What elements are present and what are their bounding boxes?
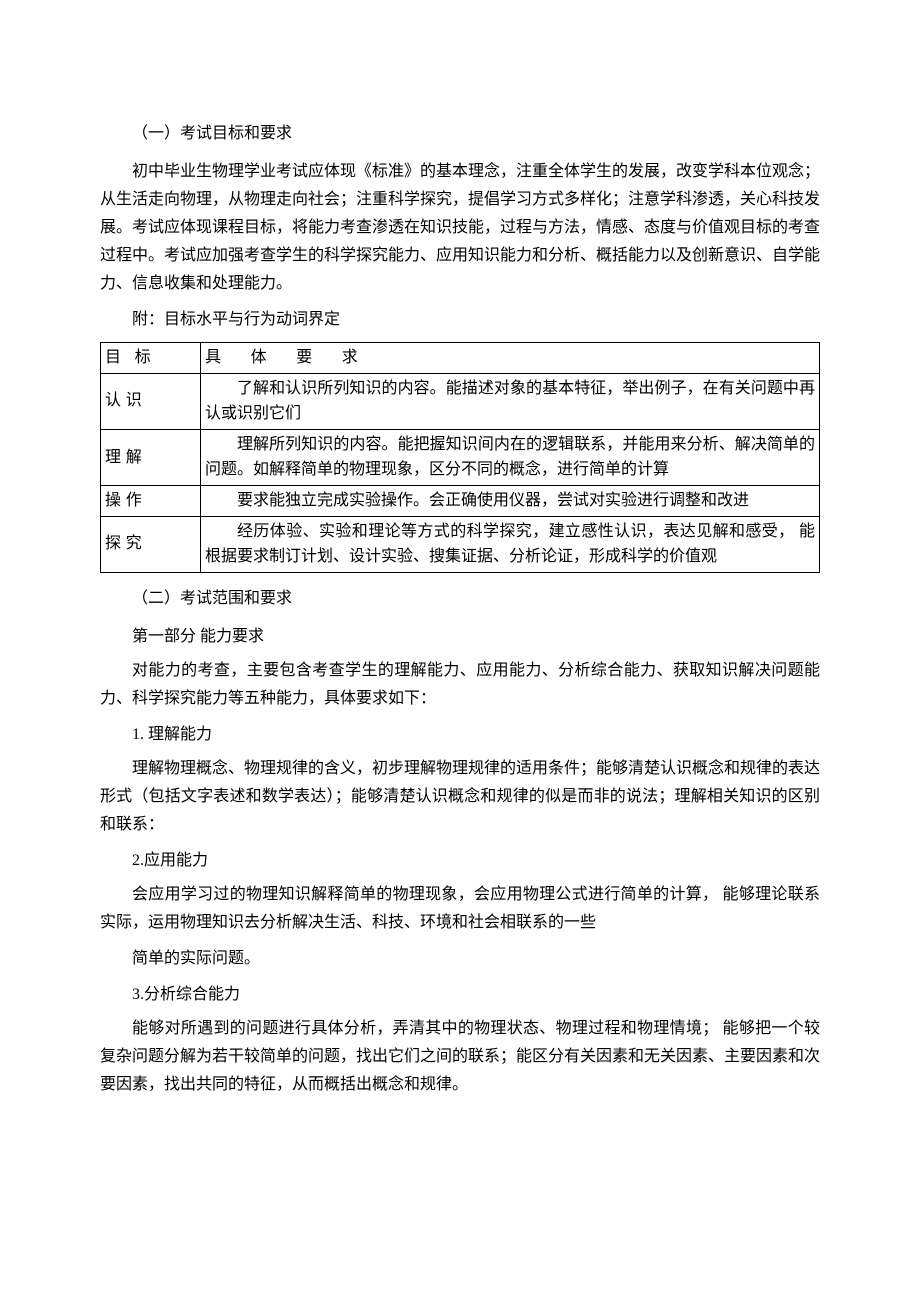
table-header-row: 目 标 具 体 要 求 (101, 343, 820, 374)
goal-cell: 理解 (101, 429, 201, 485)
ability-two-title: 2.应用能力 (100, 847, 820, 875)
ability-three-title: 3.分析综合能力 (100, 981, 820, 1009)
ability-two-body-one: 会应用学习过的物理知识解释简单的物理现象，会应用物理公式进行简单的计算， 能够理… (100, 881, 820, 937)
section-one-title: （一）考试目标和要求 (100, 120, 820, 148)
requirement-cell: 要求能独立完成实验操作。会正确使用仪器，尝试对实验进行调整和改进 (201, 485, 820, 516)
goal-requirement-table: 目 标 具 体 要 求 认识 了解和认识所列知识的内容。能描述对象的基本特征，举… (100, 342, 820, 573)
goal-cell: 探究 (101, 516, 201, 572)
header-goal: 目 标 (101, 343, 201, 374)
ability-one-body: 理解物理概念、物理规律的含义，初步理解物理规律的适用条件；能够清楚认识概念和规律… (100, 755, 820, 839)
table-row: 探究 经历体验、实验和理论等方式的科学探究，建立感性认识，表达见解和感受， 能根… (101, 516, 820, 572)
part-one-label: 第一部分 能力要求 (100, 623, 820, 651)
section-one-intro: 初中毕业生物理学业考试应体现《标准》的基本理念，注重全体学生的发展，改变学科本位… (100, 158, 820, 298)
requirement-cell: 了解和认识所列知识的内容。能描述对象的基本特征，举出例子，在有关问题中再认或识别… (201, 373, 820, 429)
requirement-cell: 理解所列知识的内容。能把握知识间内在的逻辑联系，并能用来分析、解决简单的问题。如… (201, 429, 820, 485)
goal-cell: 认识 (101, 373, 201, 429)
ability-three-body: 能够对所遇到的问题进行具体分析，弄清其中的物理状态、物理过程和物理情境； 能够把… (100, 1015, 820, 1099)
table-row: 操作 要求能独立完成实验操作。会正确使用仪器，尝试对实验进行调整和改进 (101, 485, 820, 516)
requirement-cell: 经历体验、实验和理论等方式的科学探究，建立感性认识，表达见解和感受， 能根据要求… (201, 516, 820, 572)
table-row: 认识 了解和认识所列知识的内容。能描述对象的基本特征，举出例子，在有关问题中再认… (101, 373, 820, 429)
section-two-title: （二）考试范围和要求 (100, 585, 820, 613)
goal-cell: 操作 (101, 485, 201, 516)
part-one-intro: 对能力的考查，主要包含考查学生的理解能力、应用能力、分析综合能力、获取知识解决问… (100, 657, 820, 713)
header-requirement: 具 体 要 求 (201, 343, 820, 374)
table-row: 理解 理解所列知识的内容。能把握知识间内在的逻辑联系，并能用来分析、解决简单的问… (101, 429, 820, 485)
ability-one-title: 1. 理解能力 (100, 721, 820, 749)
attachment-label: 附：目标水平与行为动词界定 (100, 306, 820, 334)
ability-two-body-two: 简单的实际问题。 (100, 945, 820, 973)
